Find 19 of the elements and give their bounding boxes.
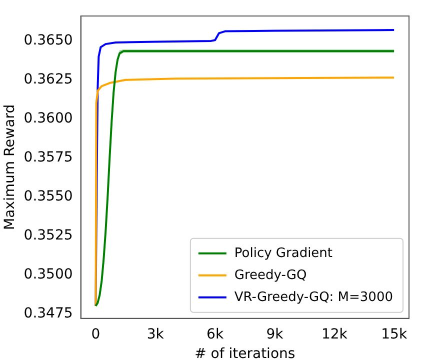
- x-axis-title: # of iterations: [194, 346, 296, 362]
- x-tick-label: 12k: [321, 326, 348, 342]
- legend-label: Greedy-GQ: [234, 268, 307, 283]
- x-tick-label: 0: [91, 326, 100, 342]
- x-tick-label: 6k: [206, 326, 224, 342]
- y-tick-label: 0.3650: [24, 32, 73, 49]
- y-tick-label: 0.3600: [24, 110, 73, 127]
- x-tick-label: 3k: [146, 326, 165, 342]
- legend-label: Policy Gradient: [234, 246, 333, 261]
- y-tick-label: 0.3500: [24, 266, 73, 282]
- y-tick-label: 0.3625: [24, 72, 73, 88]
- y-tick-label: 0.3525: [24, 227, 73, 244]
- y-axis-title: Maximum Reward: [2, 104, 18, 230]
- y-tick-label: 0.3550: [24, 188, 73, 204]
- y-tick-label: 0.3475: [24, 305, 73, 322]
- y-tick-label: 0.3575: [24, 149, 73, 166]
- x-tick-label: 15k: [381, 326, 408, 342]
- legend-label: VR-Greedy-GQ: M=3000: [234, 290, 394, 305]
- x-tick-label: 9k: [266, 326, 284, 342]
